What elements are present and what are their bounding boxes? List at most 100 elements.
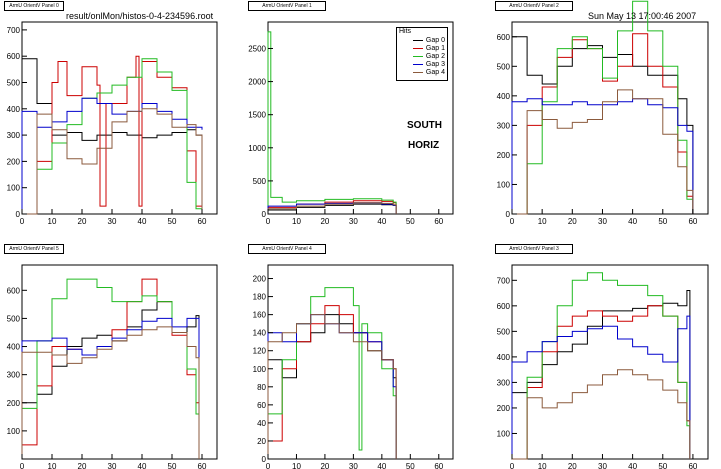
x-tick-label: 60: [198, 217, 207, 226]
series-gap-4: [512, 89, 694, 215]
y-tick-label: 100: [7, 184, 21, 193]
x-tick-label: 20: [320, 217, 329, 226]
series-gap-3: [511, 98, 694, 214]
x-tick-label: 10: [538, 217, 547, 226]
x-tick-label: 30: [598, 217, 607, 226]
y-tick-label: 200: [497, 404, 511, 413]
x-tick-label: 20: [78, 462, 87, 469]
x-tick-label: 30: [108, 462, 117, 469]
histogram-panel-1: 0 10 20 30 40 50 60 0 500 1000 1500 2000 2500: [248, 21, 454, 226]
y-tick-label: 40: [257, 419, 266, 428]
y-tick-label: 200: [7, 157, 21, 166]
y-tick-label: 300: [497, 378, 511, 387]
orientation-label-horiz: HORIZ: [408, 140, 440, 151]
series-gap-2: [267, 31, 397, 214]
date-label: Sun May 13 17:00:46 2007: [588, 11, 697, 21]
y-tick-label: 100: [497, 429, 511, 438]
x-tick-label: 10: [538, 462, 547, 469]
x-tick-label: 50: [406, 462, 415, 469]
legend-entry-gap1: Gap 1: [412, 44, 445, 52]
x-tick-label: 50: [168, 462, 177, 469]
x-tick-label: 60: [434, 217, 443, 226]
y-tick-label: 100: [497, 180, 511, 189]
y-tick-label: 200: [497, 151, 511, 160]
x-tick-label: 40: [377, 217, 386, 226]
x-tick-label: 40: [628, 217, 637, 226]
x-tick-label: 10: [292, 462, 301, 469]
x-tick-label: 20: [78, 217, 87, 226]
y-tick-label: 300: [497, 121, 511, 130]
y-tick-label: 180: [253, 293, 267, 302]
x-tick-label: 30: [349, 217, 358, 226]
y-tick-label: 100: [7, 427, 21, 436]
file-label: result/onlMon/histos-0-4-234596.root: [66, 11, 214, 21]
legend-label: Gap 0: [425, 36, 445, 44]
x-tick-label: 40: [138, 462, 147, 469]
y-tick-label: 600: [497, 302, 511, 311]
y-tick-label: 600: [497, 33, 511, 42]
legend-label: Gap 3: [425, 60, 445, 68]
x-tick-label: 40: [138, 217, 147, 226]
histogram-panel-5: 0 10 20 30 40 50 60 100 200 300 400 500 600 700: [497, 264, 709, 469]
panel-title-2: ArmU OrientV Panel 2: [495, 1, 573, 11]
x-tick-label: 60: [198, 462, 207, 469]
x-tick-label: 30: [349, 462, 358, 469]
plot-frame: [267, 264, 454, 460]
plot-frame: [21, 264, 218, 460]
y-tick-label: 600: [7, 52, 21, 61]
x-tick-label: 10: [48, 217, 57, 226]
plot-frame: [511, 21, 709, 215]
legend-entry-gap4: Gap 4: [412, 68, 445, 76]
legend-entry-gap3: Gap 3: [412, 60, 445, 68]
y-tick-label: 500: [497, 327, 511, 336]
y-tick-label: 1000: [248, 144, 266, 153]
legend-label: Gap 4: [425, 68, 445, 76]
x-tick-label: 0: [510, 462, 515, 469]
y-tick-label: 0: [262, 455, 267, 464]
plot-frame: [21, 21, 218, 215]
panel-title-3: ArmU OrientV Panel 5: [4, 244, 64, 254]
y-tick-label: 80: [257, 383, 266, 392]
y-tick-label: 400: [7, 105, 21, 114]
y-tick-label: 120: [253, 347, 267, 356]
x-tick-label: 60: [434, 462, 443, 469]
y-tick-label: 160: [253, 311, 267, 320]
legend-label: Gap 2: [425, 52, 445, 60]
x-tick-label: 30: [108, 217, 117, 226]
x-tick-label: 40: [377, 462, 386, 469]
x-tick-label: 40: [628, 462, 637, 469]
x-tick-label: 0: [266, 217, 271, 226]
y-tick-label: 400: [497, 92, 511, 101]
y-tick-label: 500: [7, 314, 21, 323]
histogram-panel-4: 0 10 20 30 40 50 60 0 20 40 60 80 100 120 140 160 180 200: [253, 264, 454, 469]
y-tick-label: 0: [506, 210, 511, 219]
x-tick-label: 0: [20, 462, 25, 469]
y-tick-label: 20: [257, 437, 266, 446]
y-tick-label: 300: [7, 131, 21, 140]
y-tick-label: 0: [262, 210, 267, 219]
series-gap-3: [21, 317, 200, 459]
y-tick-label: 700: [7, 26, 21, 35]
x-tick-label: 0: [266, 462, 271, 469]
panel-title-4: ArmU OrientV Panel 4: [248, 244, 326, 254]
series-gap-4: [21, 326, 200, 459]
y-tick-label: 500: [253, 177, 267, 186]
series-gap-1: [22, 55, 203, 215]
x-tick-label: 0: [20, 217, 25, 226]
x-tick-label: 20: [568, 462, 577, 469]
y-tick-label: 2500: [248, 44, 266, 53]
y-tick-label: 200: [7, 399, 21, 408]
panel-title-1: ArmU OrientV Panel 1: [248, 1, 326, 11]
y-tick-label: 140: [253, 329, 267, 338]
series-gap-2: [22, 58, 203, 215]
x-tick-label: 50: [168, 217, 177, 226]
x-tick-label: 50: [658, 462, 667, 469]
series-gap-4: [267, 314, 397, 459]
series-gap-3: [511, 315, 691, 459]
y-tick-label: 400: [497, 353, 511, 362]
x-tick-label: 60: [688, 462, 697, 469]
x-tick-label: 20: [568, 217, 577, 226]
series-gap-2: [21, 278, 200, 459]
